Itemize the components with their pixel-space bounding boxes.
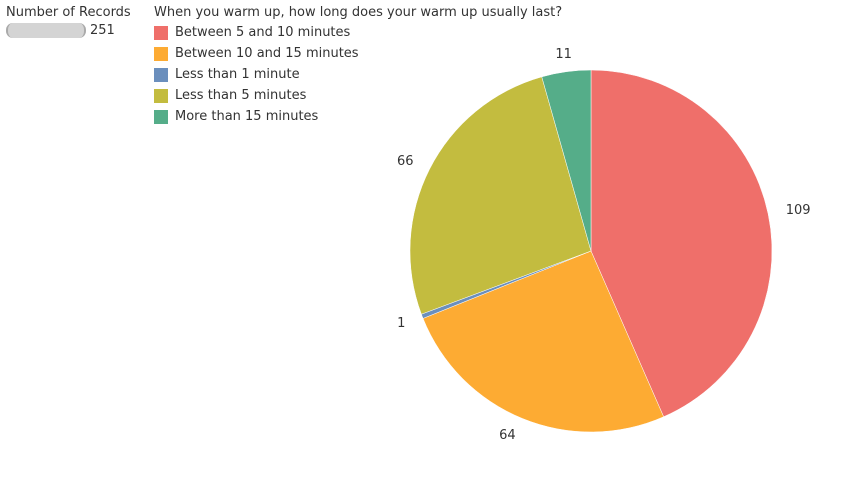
- legend-swatch: [154, 67, 168, 82]
- legend-label: Less than 1 minute: [175, 67, 300, 82]
- pie-slice-less-than-5-minutes[interactable]: [409, 76, 592, 315]
- legend-swatch: [154, 46, 168, 61]
- slice-value-label-less-than-5-minutes: 66: [397, 154, 414, 169]
- legend-label: Less than 5 minutes: [175, 88, 307, 103]
- legend-swatch: [154, 88, 168, 103]
- size-legend-value: 251: [90, 23, 115, 38]
- size-legend-pill: [6, 23, 86, 38]
- legend-title: When you warm up, how long does your war…: [154, 5, 563, 20]
- slice-value-label-between-5-and-10-minutes: 109: [786, 203, 811, 218]
- pie-slice-more-than-15-minutes[interactable]: [541, 69, 592, 252]
- size-legend-title: Number of Records: [6, 5, 131, 20]
- slice-value-label-more-than-15-minutes: 11: [555, 47, 572, 62]
- legend-item-between-10-and-15[interactable]: Between 10 and 15 minutes: [154, 43, 562, 64]
- legend-swatch: [154, 25, 168, 40]
- slice-value-label-less-than-1-minute: 1: [397, 316, 405, 331]
- legend-item-less-than-1[interactable]: Less than 1 minute: [154, 64, 562, 85]
- legend-label: Between 5 and 10 minutes: [175, 25, 351, 40]
- legend-item-between-5-and-10[interactable]: Between 5 and 10 minutes: [154, 22, 562, 43]
- legend-swatch: [154, 109, 168, 124]
- legend-item-less-than-5[interactable]: Less than 5 minutes: [154, 85, 562, 106]
- pie-slice-between-5-and-10-minutes[interactable]: [590, 69, 773, 418]
- color-legend: When you warm up, how long does your war…: [154, 5, 562, 127]
- size-legend: Number of Records 251: [6, 5, 131, 38]
- slice-value-label-between-10-and-15-minutes: 64: [499, 428, 516, 443]
- size-legend-row: 251: [6, 23, 131, 38]
- pie-slice-between-10-and-15-minutes[interactable]: [422, 250, 664, 433]
- legend-item-more-than-15[interactable]: More than 15 minutes: [154, 106, 562, 127]
- legend-label: Between 10 and 15 minutes: [175, 46, 359, 61]
- legend-label: More than 15 minutes: [175, 109, 319, 124]
